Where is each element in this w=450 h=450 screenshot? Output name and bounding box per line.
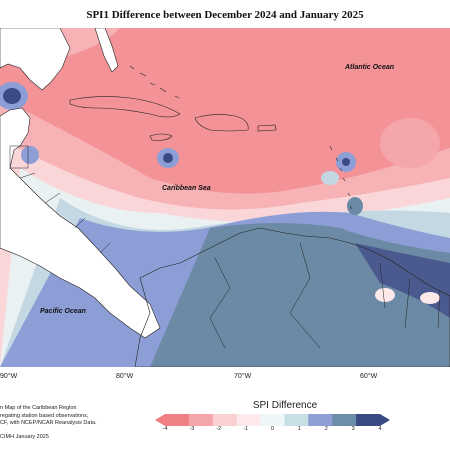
legend-tick-label: -3 (189, 426, 195, 432)
legend-swatch (165, 414, 190, 426)
tick-60w: 60°W (360, 373, 378, 380)
note-line-3: CF, with NCEP/NCAR Reanalysis Data. (0, 420, 97, 426)
tick-80w: 80°W (116, 373, 134, 380)
legend-swatch (308, 414, 333, 426)
label-pacific-ocean: Pacific Ocean (40, 308, 86, 315)
legend-tick-label: 0 (270, 426, 275, 432)
legend-swatch (212, 414, 238, 426)
map-title: SPI1 Difference between December 2024 an… (86, 9, 364, 21)
label-caribbean-sea: Caribbean Sea (162, 185, 211, 192)
legend-arrow-left (155, 414, 165, 426)
note-line-1: n Map of the Caribbean Region (0, 405, 77, 411)
legend-tick-label: 2 (324, 426, 328, 432)
legend-arrow-right (380, 414, 390, 426)
note-line-2: regating station based observations, (0, 413, 89, 419)
legend-swatch (284, 414, 309, 426)
note-line-4: CIMH January 2025 (0, 434, 49, 440)
legend-tick-label: -4 (162, 426, 168, 432)
legend-swatch (356, 414, 381, 426)
legend-tick-label: 4 (378, 426, 382, 432)
legend-tick-label: -1 (243, 426, 249, 432)
spi-difference-map: Atlantic Ocean Caribbean Sea Pacific Oce… (0, 28, 450, 367)
legend-tick-label: 1 (297, 426, 301, 432)
legend-tick-label: 3 (351, 426, 355, 432)
legend-tick-label: -2 (216, 426, 222, 432)
legend-title: SPI Difference (252, 400, 318, 411)
tick-90w: 90°W (0, 373, 18, 380)
legend-swatch (260, 414, 285, 426)
legend-swatch (332, 414, 357, 426)
legend-swatch (188, 414, 214, 426)
legend-colorbar (155, 413, 390, 426)
tick-70w: 70°W (234, 373, 252, 380)
label-atlantic-ocean: Atlantic Ocean (345, 64, 395, 71)
legend-swatch (236, 414, 262, 426)
